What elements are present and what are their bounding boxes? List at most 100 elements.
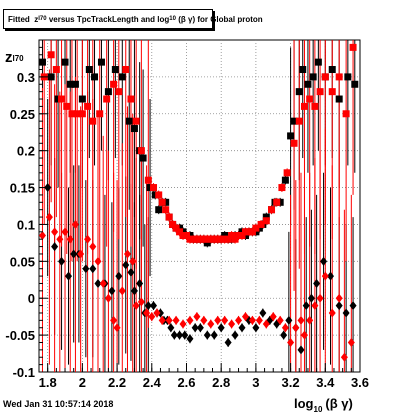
red-diamond-point — [300, 330, 308, 340]
red-square-point — [316, 88, 324, 96]
red-square-point — [335, 73, 343, 81]
red-square-point — [122, 66, 130, 74]
y-tick-label: -0.05 — [5, 328, 35, 343]
red-diamond-point — [193, 312, 201, 322]
red-diamond-point — [45, 212, 53, 222]
red-diamond-point — [113, 323, 121, 333]
black-square-point — [91, 73, 99, 81]
black-square-point — [328, 66, 336, 74]
black-square-point — [262, 213, 270, 221]
black-square-point — [125, 117, 133, 125]
red-square-point — [162, 206, 170, 214]
red-square-point — [300, 102, 308, 110]
red-square-point — [110, 80, 118, 88]
red-diamond-point — [311, 301, 319, 311]
black-square-point — [203, 239, 211, 247]
black-diamond-point — [252, 323, 260, 333]
red-square-point — [115, 88, 123, 96]
red-square-point — [155, 191, 163, 199]
red-diamond-point — [241, 312, 249, 322]
red-diamond-point — [153, 308, 161, 318]
red-diamond-point — [118, 286, 126, 296]
black-square-point — [351, 80, 359, 88]
x-tick-label: 2.6 — [177, 375, 195, 390]
black-diamond-point — [238, 323, 246, 333]
red-diamond-point — [292, 323, 300, 333]
red-diamond-point — [56, 234, 64, 244]
black-square-point — [309, 73, 317, 81]
x-axis-label-main: log — [294, 396, 314, 411]
red-diamond-point — [276, 315, 284, 325]
black-diamond-point — [176, 330, 184, 340]
red-square-point — [165, 213, 173, 221]
black-square-point — [130, 125, 138, 133]
y-tick-label: 0 — [28, 291, 35, 306]
title-mid: versus TpcTrackLength and log — [48, 14, 170, 24]
black-diamond-point — [280, 330, 288, 340]
black-diamond-point — [210, 330, 218, 340]
red-diamond-point — [262, 319, 270, 329]
black-diamond-point — [144, 301, 152, 311]
red-diamond-point — [51, 227, 59, 237]
red-square-point — [96, 110, 104, 118]
red-square-point — [306, 95, 314, 103]
red-diamond-point — [228, 319, 236, 329]
plot-frame — [38, 39, 361, 373]
black-square-point — [66, 80, 74, 88]
black-diamond-point — [89, 264, 97, 274]
red-square-point — [262, 217, 270, 225]
x-tick-label: 3.2 — [282, 375, 300, 390]
black-square-point — [304, 80, 312, 88]
red-square-point — [58, 95, 66, 103]
black-diamond-point — [122, 260, 130, 270]
red-diamond-point — [38, 231, 46, 241]
y-tick-label: 0.1 — [17, 217, 35, 232]
red-square-point — [73, 110, 81, 118]
red-diamond-point — [84, 234, 92, 244]
red-square-point — [283, 169, 291, 177]
red-square-point — [68, 110, 76, 118]
x-axis-label: log10 (β γ) — [294, 396, 353, 414]
black-diamond-point — [224, 337, 232, 347]
black-square-point — [139, 154, 147, 162]
red-square-point — [278, 184, 286, 192]
red-square-point — [328, 88, 336, 96]
red-square-point — [321, 73, 329, 81]
y-tick-label: 0.25 — [10, 107, 35, 122]
x-tick-label: 2 — [79, 375, 86, 390]
black-diamond-point — [191, 323, 199, 333]
red-diamond-point — [335, 293, 343, 303]
black-square-point — [71, 80, 79, 88]
red-square-point — [144, 176, 152, 184]
black-diamond-point — [170, 330, 178, 340]
red-square-point — [257, 220, 265, 228]
red-diamond-point — [104, 293, 112, 303]
red-diamond-point — [347, 337, 355, 347]
black-diamond-point — [186, 334, 194, 344]
black-diamond-point — [313, 278, 321, 288]
red-diamond-point — [340, 352, 348, 362]
black-diamond-point — [302, 301, 310, 311]
x-tick-label: 1.8 — [39, 375, 57, 390]
black-diamond-point — [130, 286, 138, 296]
red-square-point — [47, 51, 55, 59]
y-tick-label: 0.2 — [17, 144, 35, 159]
y-tick-label: -0.1 — [13, 365, 35, 380]
black-square-point — [295, 88, 303, 96]
red-diamond-point — [200, 315, 208, 325]
red-diamond-point — [287, 337, 295, 347]
red-square-point — [182, 232, 190, 240]
red-diamond-point — [132, 301, 140, 311]
black-diamond-point — [217, 323, 225, 333]
x-axis-label-sub: 10 — [314, 405, 323, 414]
red-diamond-point — [158, 315, 166, 325]
red-square-point — [78, 110, 86, 118]
title-log-sub: 10 — [169, 16, 176, 22]
red-square-point — [89, 117, 97, 125]
red-diamond-point — [321, 271, 329, 281]
title-z-sub: I70 — [38, 16, 47, 22]
red-diamond-point — [99, 278, 107, 288]
black-diamond-point — [259, 308, 267, 318]
black-square-point — [221, 232, 229, 240]
red-square-point — [342, 110, 350, 118]
